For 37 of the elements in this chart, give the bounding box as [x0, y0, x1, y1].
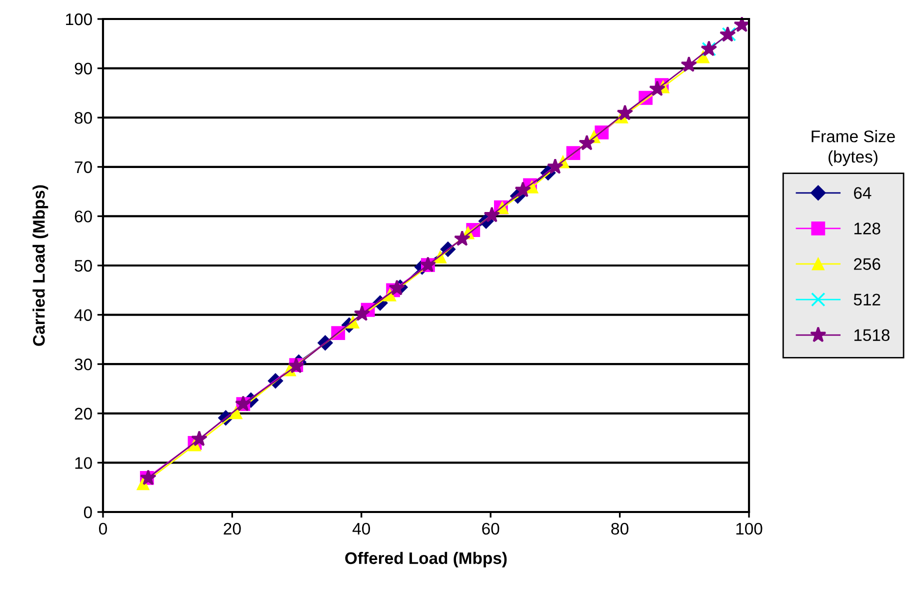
x-tick-label: 100 [736, 522, 762, 535]
y-tick-label: 0 [84, 506, 92, 518]
point [616, 104, 634, 120]
y-tick-label: 10 [75, 457, 92, 469]
legend-label: 512 [854, 294, 880, 306]
y-tick-label: 100 [66, 13, 92, 26]
point [191, 430, 208, 446]
point [388, 280, 406, 296]
y-tick-label: 50 [74, 260, 92, 272]
legend-label: 256 [854, 258, 880, 270]
y-tick-label: 40 [74, 309, 92, 322]
x-tick-label: 60 [482, 522, 500, 535]
y-tick-label: 60 [74, 210, 92, 222]
point [354, 305, 370, 321]
x-tick-label: 40 [352, 522, 370, 535]
legend-label: 1518 [854, 329, 890, 342]
x-tick-label: 20 [224, 522, 241, 535]
legend-title: Frame Size (bytes) [812, 130, 895, 166]
point [547, 158, 564, 174]
x-axis-title: Offered Load (Mbps) [345, 552, 507, 568]
x-tick-label: 80 [611, 522, 628, 535]
point [514, 182, 532, 198]
y-tick-label: 30 [74, 358, 92, 370]
legend-label: 64 [854, 187, 872, 199]
point [649, 80, 666, 96]
point [680, 56, 698, 72]
point [454, 230, 470, 246]
point [578, 134, 596, 150]
point [484, 206, 500, 222]
y-tick-label: 80 [74, 112, 92, 124]
x-tick-label: 0 [99, 522, 107, 535]
y-tick-label: 20 [74, 408, 92, 420]
y-tick-label: 70 [74, 161, 92, 174]
y-axis-title: Carried Load (Mbps) [32, 185, 48, 346]
point [230, 406, 242, 420]
y-tick-label: 90 [74, 62, 92, 75]
legend-label: 128 [854, 222, 880, 234]
